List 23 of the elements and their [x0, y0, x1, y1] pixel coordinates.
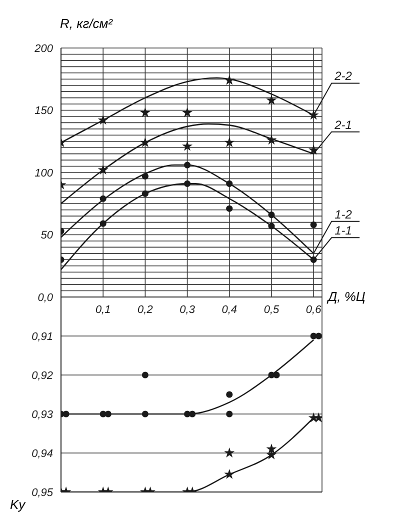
x-tick-label: 0,4 — [222, 304, 238, 316]
y-tick-label: 0,92 — [32, 370, 53, 382]
y-tick-label: 200 — [34, 42, 54, 55]
y-tick-label: 0,0 — [38, 292, 54, 304]
y-axis-title: R, кг/см² — [60, 16, 113, 31]
text: 2-2 — [334, 69, 352, 84]
y-tick-label: 100 — [34, 167, 54, 180]
x-tick-label: 0,5 — [264, 304, 280, 316]
y-tick-label: 50 — [40, 230, 54, 242]
x-tick-label: 0,1 — [95, 304, 111, 316]
x-tick-label: 0,6 — [306, 304, 322, 316]
y-tick-label: 0,91 — [32, 330, 53, 343]
text: 2-1 — [334, 118, 352, 132]
x-tick-label: 0,3 — [180, 304, 196, 316]
y-axis-title: Kу — [10, 497, 26, 512]
x-tick-label: 0,2 — [138, 304, 153, 316]
y-tick-label: 0,94 — [32, 448, 53, 460]
y-tick-label: 0,93 — [32, 408, 54, 421]
y-tick-label: 0,95 — [32, 486, 54, 499]
text: 1-1 — [334, 224, 352, 238]
text: 1-2 — [334, 207, 352, 222]
x-axis-title: Д, %Ц — [328, 289, 366, 304]
y-tick-label: 150 — [34, 105, 54, 118]
